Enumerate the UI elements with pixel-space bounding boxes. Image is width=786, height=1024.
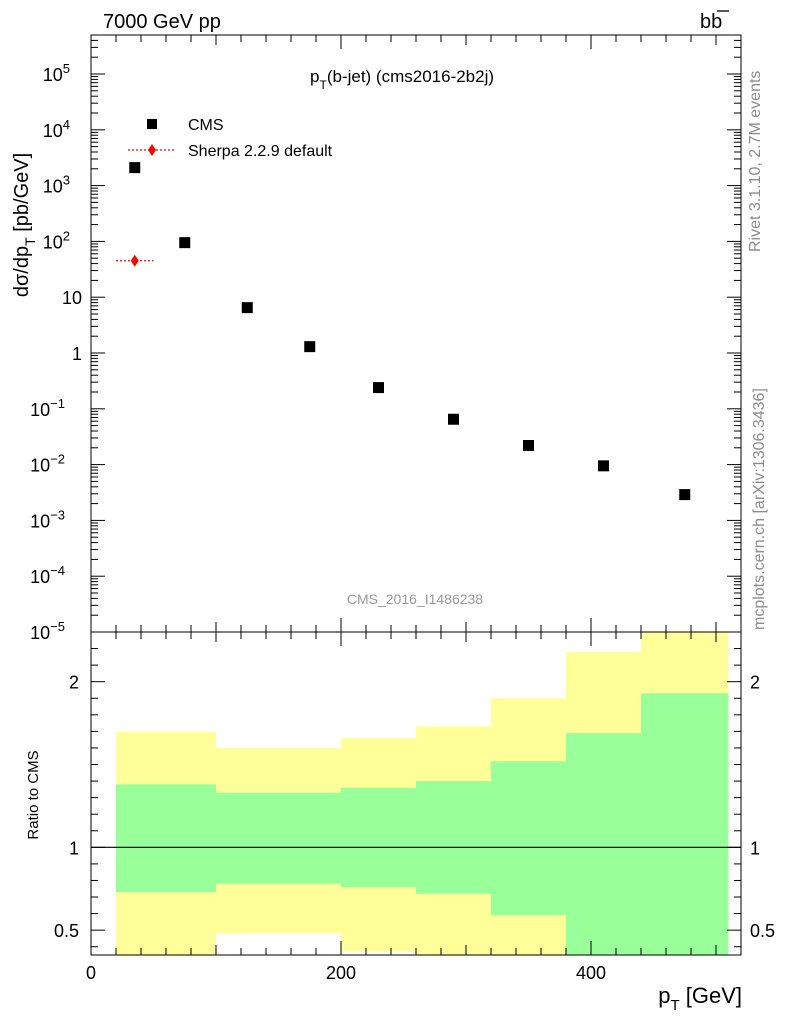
legend-sherpa-marker: [148, 144, 156, 156]
legend-cms-label: CMS: [188, 117, 224, 134]
ratio-inner-band: [491, 761, 566, 916]
ratio-inner-band: [116, 784, 216, 893]
main-x-ticks: [90, 35, 742, 632]
legend-sherpa-label: Sherpa 2.2.9 default: [188, 143, 333, 160]
cms-data-point: [523, 439, 534, 451]
header-process-label: bb: [700, 11, 722, 33]
ratio-y-tick-label: 1: [69, 838, 79, 858]
ratio-y-tick-label: 2: [69, 673, 79, 693]
cms-data-point: [679, 489, 691, 501]
cms-data-point: [129, 162, 141, 174]
ratio-y-ticks: 2 2 1 1 0.5 0.5: [54, 648, 775, 948]
analysis-watermark: CMS_2016_I1486238: [347, 591, 483, 607]
legend-cms-marker: [147, 119, 157, 129]
x-tick-label: 200: [326, 963, 356, 983]
x-axis-label: pT [GeV]: [658, 983, 742, 1014]
main-y-tick-label: 10−4: [30, 563, 65, 587]
main-y-tick-label: 10−1: [30, 396, 65, 420]
main-y-axis-label: dσ/dpT [pb/GeV]: [11, 153, 38, 297]
ratio-inner-band: [566, 733, 641, 955]
ratio-panel: 2 2 1 1 0.5 0.5 0 200 400 Ratio to CMS pT [GeV]: [25, 631, 775, 1014]
ratio-y-tick-label: 0.5: [54, 921, 79, 941]
plot-title: pT(b-jet) (cms2016-2b2j): [310, 67, 494, 92]
rivet-version-label: Rivet 3.1.10, 2.7M events: [747, 71, 764, 252]
ratio-inner-band: [216, 792, 341, 884]
main-y-tick-label: 10−3: [30, 507, 65, 531]
legend: CMS Sherpa 2.2.9 default: [128, 117, 333, 160]
ratio-inner-band: [641, 693, 729, 955]
main-series: [116, 162, 691, 501]
cms-data-point: [448, 413, 459, 425]
main-y-tick-label: 10: [62, 288, 82, 308]
x-tick-label: 0: [86, 963, 96, 983]
ratio-inner-band: [341, 787, 416, 888]
header-energy-label: 7000 GeV pp: [103, 11, 221, 33]
x-tick-label: 400: [576, 963, 606, 983]
ratio-y-axis-label: Ratio to CMS: [25, 750, 42, 839]
ratio-bands: [91, 632, 741, 955]
cms-data-point: [373, 382, 384, 394]
header-process-bar-b: b: [711, 11, 722, 33]
cms-data-point: [241, 302, 253, 314]
ratio-y-tick-label-right: 0.5: [750, 921, 775, 941]
sherpa-data-point: [130, 254, 139, 267]
ratio-frame: [90, 631, 742, 956]
cms-data-point: [598, 460, 609, 472]
main-y-tick-label: 105: [43, 61, 70, 85]
main-y-tick-label: 103: [43, 173, 70, 197]
cms-data-point: [179, 237, 191, 249]
main-y-tick-label: 1: [72, 344, 82, 364]
ratio-inner-band: [416, 781, 491, 894]
main-y-tick-label: 10−2: [30, 452, 65, 476]
cms-data-point: [304, 341, 316, 353]
ratio-y-tick-label-right: 1: [750, 838, 760, 858]
main-y-tick-label: 102: [43, 228, 70, 252]
ratio-y-tick-label-right: 2: [750, 673, 760, 693]
main-y-tick-label: 104: [43, 117, 70, 141]
mcplots-label: mcplots.cern.ch [arXiv:1306.3436]: [751, 388, 768, 630]
main-y-tick-label: 10−5: [30, 619, 65, 643]
